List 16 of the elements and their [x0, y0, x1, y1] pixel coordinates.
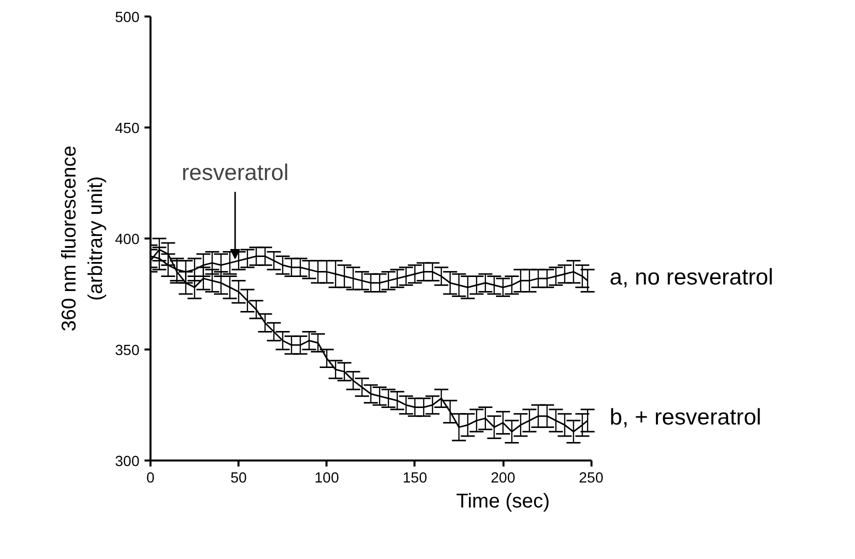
x-tick-label: 50 — [230, 470, 247, 486]
y-tick-label: 500 — [115, 10, 140, 26]
x-tick-label: 0 — [146, 470, 155, 486]
series-label: a, no resveratrol — [610, 264, 774, 290]
x-tick-label: 100 — [314, 470, 339, 486]
x-tick-label: 250 — [578, 470, 604, 486]
x-tick-label: 200 — [490, 470, 516, 486]
y-tick-label: 450 — [115, 121, 140, 137]
y-tick-label: 400 — [115, 232, 140, 248]
y-tick-label: 300 — [115, 454, 140, 470]
annotation: resveratrol — [182, 159, 289, 186]
y-axis-title: 360 nm fluorescence (arbitrary unit) — [58, 146, 108, 332]
series-label: b, + resveratrol — [610, 404, 762, 430]
x-axis-title: Time (sec) — [456, 490, 550, 512]
y-tick-label: 350 — [115, 343, 140, 359]
x-tick-label: 150 — [402, 470, 428, 486]
